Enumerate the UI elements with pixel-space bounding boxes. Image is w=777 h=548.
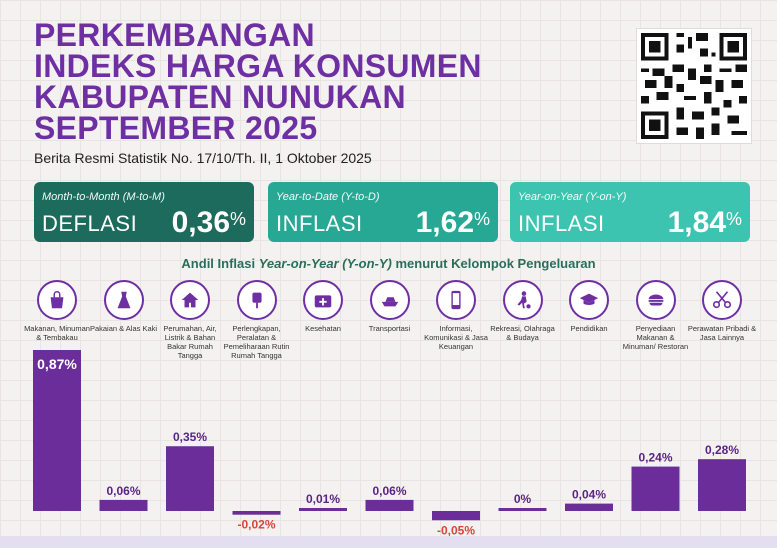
bar [299,508,347,511]
footer-strip [0,536,777,548]
category-label: Informasi, Komunikasi & Jasa Keuangan [424,324,488,351]
category-label: Makanan, Minuman & Tembakau [24,324,90,342]
category-label: Perawatan Pribadi & Jasa Lainnya [687,324,757,342]
bar [565,503,613,511]
bar [232,511,281,515]
football-player-icon [502,280,543,320]
publication-subtitle: Berita Resmi Statistik No. 17/10/Th. II,… [34,150,372,166]
qr-code-icon[interactable] [636,28,752,144]
card-kind: INFLASI [518,211,605,236]
category-item: Transportasi [362,280,418,333]
data-label: -0,02% [237,518,275,532]
data-label: 0,87% [37,356,77,372]
card-unit: % [473,209,490,229]
card-value: 0,36 [171,206,230,239]
category-item: Informasi, Komunikasi & Jasa Keuangan [424,280,488,351]
category-label: Penyediaan Makanan & Minuman/ Restoran [622,324,689,351]
house-icon [170,280,210,320]
category-label: Pakaian & Alas Kaki [89,324,158,333]
fast-food-icon [635,280,676,320]
card-value: 1,84 [667,206,726,239]
grocery-bag-icon [37,280,77,320]
title-line: KABUPATEN NUNUKAN [34,79,406,115]
bar [631,466,680,511]
card-kind: DEFLASI [42,211,138,236]
category-label: Transportasi [368,324,411,333]
data-label: 0,35% [173,430,207,444]
page-title: PERKEMBANGAN INDEKS HARGA KONSUMEN KABUP… [34,17,482,146]
data-label: 0,04% [572,488,606,502]
category-item: Penyediaan Makanan & Minuman/ Restoran [623,280,688,351]
data-label: 0,24% [638,451,672,465]
card-value: 1,62 [415,206,474,239]
bar [498,508,547,511]
category-item: Perawatan Pribadi & Jasa Lainnya [688,280,756,342]
card-kind: INFLASI [276,211,363,236]
card-label: Year-on-Year (Y-on-Y) [518,191,627,203]
ship-icon [369,280,410,320]
card-year-on-year: Year-on-Year (Y-on-Y) INFLASI 1,84 % [510,182,750,242]
category-item: Pendidikan [561,280,617,333]
category-item: Rekreasi, Olahraga & Budaya [490,280,555,342]
data-label: 0,06% [106,484,140,498]
card-unit: % [725,209,742,229]
data-label: 0% [514,492,532,506]
card-unit: % [229,209,246,229]
scissors-comb-icon [702,280,742,320]
bar [166,446,214,511]
data-label: 0,01% [306,492,340,506]
category-label: Perlengkapan, Peralatan & Pemeliharaan R… [223,324,290,360]
category-item: Kesehatan [295,280,351,333]
plug-icon [236,280,277,320]
chart-title-prefix: Andil Inflasi [181,256,259,271]
category-label: Perumahan, Air, Listrik & Bahan Bakar Ru… [163,324,217,360]
card-year-to-date: Year-to-Date (Y-to-D) INFLASI 1,62 % [268,182,498,242]
chart-title: Andil Inflasi Year-on-Year (Y-on-Y) menu… [0,256,777,271]
category-label: Pendidikan [570,324,608,333]
category-item: Makanan, Minuman & Tembakau [24,280,90,342]
title-line: INDEKS HARGA KONSUMEN [34,48,482,84]
medical-kit-icon [303,280,343,320]
category-label: Rekreasi, Olahraga & Budaya [490,324,555,342]
chart-title-italic: Year-on-Year (Y-on-Y) [258,256,392,271]
chart-title-suffix: menurut Kelompok Pengeluaran [391,256,596,271]
bar [698,459,746,511]
data-label: 0,06% [372,484,406,498]
card-label: Month-to-Month (M-to-M) [42,191,165,203]
category-item: Perlengkapan, Peralatan & Pemeliharaan R… [224,280,289,360]
data-label: 0,28% [705,443,739,457]
card-label: Year-to-Date (Y-to-D) [276,191,380,203]
graduation-cap-icon [569,280,609,320]
card-month-to-month: Month-to-Month (M-to-M) DEFLASI 0,36 % [34,182,254,242]
category-item: Pakaian & Alas Kaki [90,280,157,333]
bar [432,511,480,521]
bar [33,350,81,511]
title-line: SEPTEMBER 2025 [34,110,318,146]
bar [99,499,148,511]
title-line: PERKEMBANGAN [34,17,315,53]
smartphone-icon [436,280,476,320]
bar [365,499,414,511]
dress-icon [103,280,144,320]
category-item: Perumahan, Air, Listrik & Bahan Bakar Ru… [162,280,218,360]
category-label: Kesehatan [305,324,341,333]
